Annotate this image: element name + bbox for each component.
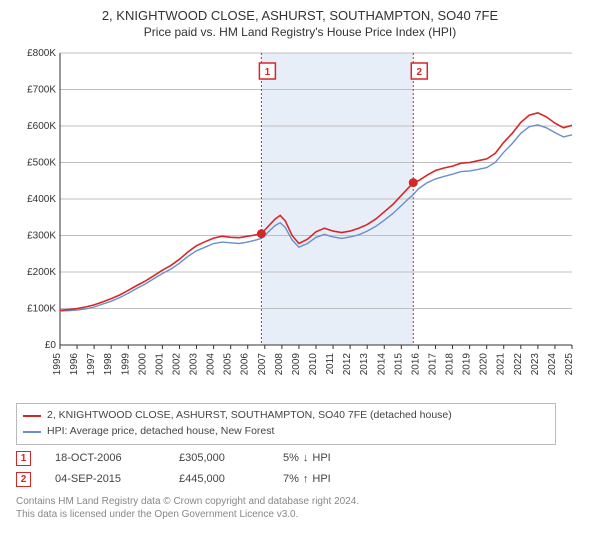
footnote: Contains HM Land Registry data © Crown c…: [16, 495, 584, 522]
sale-diff: 5% HPI: [283, 452, 331, 464]
svg-text:£400K: £400K: [27, 194, 56, 205]
sale-date: 04-SEP-2015: [55, 473, 155, 485]
svg-text:£700K: £700K: [27, 85, 56, 96]
svg-text:£500K: £500K: [27, 158, 56, 169]
svg-text:1996: 1996: [69, 353, 80, 376]
line-chart-svg: £0 £100K £200K £300K £400K £500K £600K £700K £80…: [16, 47, 584, 397]
svg-text:2023: 2023: [530, 353, 541, 376]
svg-text:1997: 1997: [86, 353, 97, 376]
svg-text:2021: 2021: [496, 353, 507, 376]
svg-text:2022: 2022: [513, 353, 524, 376]
svg-text:2009: 2009: [291, 353, 302, 376]
sale-row: 2 04-SEP-2015 £445,000 7% HPI: [16, 472, 584, 487]
sale-price: £445,000: [179, 473, 259, 485]
sale-row: 1 18-OCT-2006 £305,000 5% HPI: [16, 451, 584, 466]
legend-label-property: 2, KNIGHTWOOD CLOSE, ASHURST, SOUTHAMPTO…: [47, 408, 452, 424]
svg-text:2010: 2010: [308, 353, 319, 376]
sale-marker-box: 1: [16, 451, 31, 466]
svg-text:2019: 2019: [462, 353, 473, 376]
svg-text:2011: 2011: [325, 353, 336, 375]
sale-marker-box: 2: [16, 472, 31, 487]
svg-text:2016: 2016: [410, 353, 421, 376]
legend-swatch-blue: [23, 431, 41, 433]
svg-text:2008: 2008: [274, 353, 285, 376]
svg-text:£600K: £600K: [27, 121, 56, 132]
sale-date: 18-OCT-2006: [55, 452, 155, 464]
svg-text:£300K: £300K: [27, 231, 56, 242]
footnote-line1: Contains HM Land Registry data © Crown c…: [16, 495, 584, 509]
svg-text:2013: 2013: [359, 353, 370, 376]
legend-row-hpi: HPI: Average price, detached house, New …: [23, 424, 549, 440]
legend-swatch-red: [23, 415, 41, 417]
chart-area: £0 £100K £200K £300K £400K £500K £600K £700K £80…: [16, 47, 584, 397]
svg-text:£200K: £200K: [27, 267, 56, 278]
svg-text:2006: 2006: [240, 353, 251, 376]
svg-text:2014: 2014: [376, 353, 387, 376]
svg-text:2018: 2018: [445, 353, 456, 376]
svg-text:2002: 2002: [171, 353, 182, 376]
svg-text:2017: 2017: [427, 353, 438, 376]
legend-row-property: 2, KNIGHTWOOD CLOSE, ASHURST, SOUTHAMPTO…: [23, 408, 549, 424]
sales-table: 1 18-OCT-2006 £305,000 5% HPI 2 04-SEP-2015 £44…: [16, 451, 584, 487]
svg-text:1: 1: [265, 67, 271, 78]
sale-price: £305,000: [179, 452, 259, 464]
sale-diff-label: HPI: [312, 473, 330, 485]
arrow-down-icon: [303, 452, 309, 464]
sale-diff-pct: 5%: [283, 452, 299, 464]
svg-text:2025: 2025: [564, 353, 575, 376]
svg-text:2015: 2015: [393, 353, 404, 376]
svg-text:£100K: £100K: [27, 304, 56, 315]
footnote-line2: This data is licensed under the Open Gov…: [16, 508, 584, 522]
svg-text:£800K: £800K: [27, 48, 56, 59]
svg-text:2003: 2003: [189, 353, 200, 376]
chart-container: 2, KNIGHTWOOD CLOSE, ASHURST, SOUTHAMPTO…: [0, 0, 600, 560]
svg-text:£0: £0: [45, 340, 57, 351]
svg-text:2005: 2005: [223, 353, 234, 376]
svg-text:2004: 2004: [206, 353, 217, 376]
svg-text:2007: 2007: [257, 353, 268, 376]
svg-text:2001: 2001: [154, 353, 165, 376]
svg-text:2: 2: [416, 67, 422, 78]
sale-diff-pct: 7%: [283, 473, 299, 485]
svg-text:1999: 1999: [120, 353, 131, 376]
sale-diff-label: HPI: [312, 452, 330, 464]
title-address: 2, KNIGHTWOOD CLOSE, ASHURST, SOUTHAMPTO…: [16, 8, 584, 23]
svg-text:2024: 2024: [547, 353, 558, 376]
legend-label-hpi: HPI: Average price, detached house, New …: [47, 424, 274, 440]
svg-text:2000: 2000: [137, 353, 148, 376]
svg-text:1995: 1995: [52, 353, 63, 376]
svg-text:2020: 2020: [479, 353, 490, 376]
legend-box: 2, KNIGHTWOOD CLOSE, ASHURST, SOUTHAMPTO…: [16, 403, 556, 445]
svg-text:2012: 2012: [342, 353, 353, 376]
title-subtitle: Price paid vs. HM Land Registry's House …: [16, 25, 584, 39]
svg-text:1998: 1998: [103, 353, 114, 376]
title-block: 2, KNIGHTWOOD CLOSE, ASHURST, SOUTHAMPTO…: [16, 8, 584, 39]
arrow-up-icon: [303, 473, 309, 485]
sale-diff: 7% HPI: [283, 473, 331, 485]
